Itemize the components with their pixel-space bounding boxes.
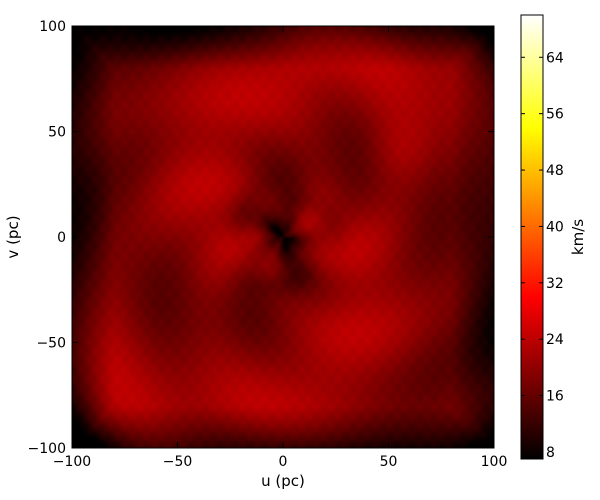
y-tick-label: 50 [48,125,66,141]
colorbar-label: km/s [569,219,587,255]
x-tick-label: 100 [481,454,508,470]
colorbar-tick-label: 8 [546,445,555,461]
colorbar-tick-label: 64 [546,50,564,66]
y-tick-label: 100 [39,19,66,35]
colorbar-tick-label: 56 [546,107,564,123]
y-axis-ticks: −100 −50 0 50 100 [28,19,494,457]
y-tick-label: −100 [28,441,66,457]
x-axis-ticks: −100 −50 0 50 100 [53,26,508,470]
x-tick-label: 50 [380,454,398,470]
colorbar-tick-label: 40 [546,219,564,235]
x-tick-label: 0 [279,454,288,470]
colorbar: 8 16 24 32 40 48 56 64 km/s [520,14,587,461]
colorbar-tick-label: 16 [546,389,564,405]
heatmap-panel [72,26,494,448]
x-axis-label: u (pc) [261,472,305,490]
x-tick-label: −50 [163,454,193,470]
y-axis-label: v (pc) [4,215,22,258]
colorbar-gradient [521,15,543,459]
y-tick-label: −50 [36,336,66,352]
x-tick-label: −100 [53,454,91,470]
colorbar-ticks: 8 16 24 32 40 48 56 64 [521,50,564,461]
colorbar-tick-label: 32 [546,276,564,292]
colorbar-tick-label: 24 [546,332,564,348]
y-tick-label: 0 [57,230,66,246]
colorbar-tick-label: 48 [546,163,564,179]
colorbar-frame [520,14,544,460]
heatmap-image [72,26,494,448]
